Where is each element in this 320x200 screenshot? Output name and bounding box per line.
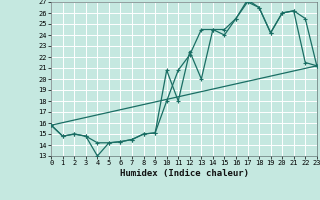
X-axis label: Humidex (Indice chaleur): Humidex (Indice chaleur)	[119, 169, 249, 178]
